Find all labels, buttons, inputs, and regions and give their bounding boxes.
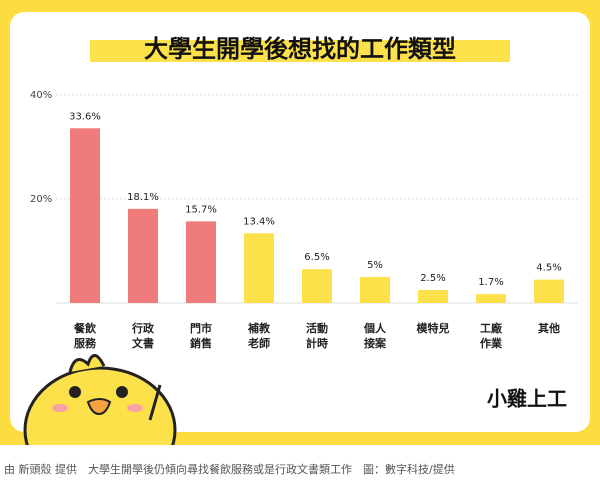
panel [10, 12, 590, 432]
y-tick-label: 40% [30, 90, 52, 101]
bar [476, 294, 506, 303]
x-tick-label: 模特兒 [417, 321, 450, 335]
bar [534, 279, 564, 303]
x-tick-label: 老師 [247, 336, 270, 350]
bar [186, 221, 216, 303]
x-tick-label: 銷售 [190, 336, 212, 350]
value-label: 1.7% [478, 277, 503, 288]
bar [128, 208, 158, 303]
value-label: 6.5% [304, 252, 329, 263]
bar [244, 233, 274, 303]
value-label: 18.1% [127, 192, 159, 203]
caption-bar [0, 445, 600, 484]
x-tick-label: 服務 [74, 336, 97, 350]
value-label: 4.5% [536, 263, 561, 274]
caption: 由 新頭殼 提供 大學生開學後仍傾向尋找餐飲服務或是行政文書類工作 圖：數字科技… [4, 462, 455, 476]
x-tick-label: 接案 [364, 336, 387, 350]
value-label: 13.4% [243, 216, 275, 227]
value-label: 33.6% [69, 111, 101, 122]
value-label: 15.7% [185, 204, 217, 215]
bar [302, 269, 332, 303]
x-tick-label: 計時 [306, 336, 328, 350]
x-tick-label: 餐飲 [73, 321, 97, 335]
title-highlight [90, 40, 510, 62]
x-tick-label: 補教 [247, 321, 271, 335]
x-tick-label: 門市 [190, 321, 212, 335]
value-label: 2.5% [420, 273, 445, 284]
x-tick-label: 活動 [306, 321, 328, 335]
value-label: 5% [367, 260, 383, 271]
brand-logo: 小雞上工 [487, 387, 567, 411]
x-tick-label: 行政 [131, 321, 155, 335]
x-tick-label: 文書 [132, 336, 154, 350]
x-tick-label: 個人 [363, 321, 387, 335]
bar [418, 290, 448, 303]
bar [70, 128, 100, 303]
chart-title: 大學生開學後想找的工作類型 [144, 35, 456, 63]
x-tick-label: 工廠 [480, 321, 503, 335]
bar [360, 277, 390, 303]
x-tick-label: 其他 [538, 321, 560, 335]
x-tick-label: 作業 [480, 336, 503, 350]
y-tick-label: 20% [30, 194, 52, 205]
